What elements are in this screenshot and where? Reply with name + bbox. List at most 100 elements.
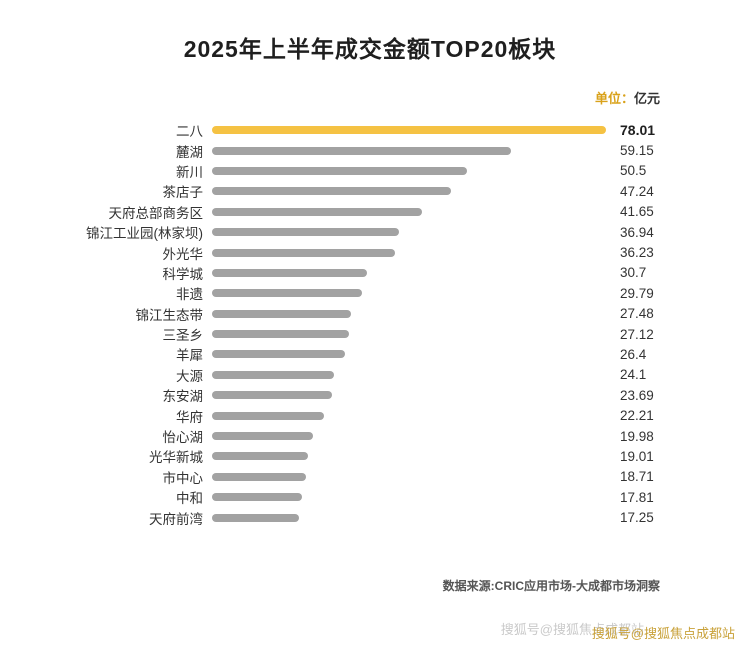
bar (212, 146, 511, 155)
value-label: 22.21 (620, 408, 654, 424)
category-label: 茶店子 (162, 185, 204, 201)
bar (212, 350, 346, 359)
bar-track (212, 268, 606, 277)
bar-row: 三圣乡 27.12 (62, 324, 672, 344)
category-label: 市中心 (162, 470, 204, 486)
bar-row: 羊犀 26.4 (62, 344, 672, 364)
bar-track (212, 187, 606, 196)
bar-row: 天府前湾 17.25 (62, 507, 672, 527)
bar (212, 370, 334, 379)
bar-track (212, 166, 606, 175)
bar (212, 248, 395, 257)
bar-track (212, 370, 606, 379)
bar (212, 207, 423, 216)
value-label: 78.01 (620, 122, 656, 139)
value-label: 17.81 (620, 489, 654, 505)
bar-track (212, 513, 606, 522)
bar (212, 432, 313, 441)
bar (212, 452, 308, 461)
bar-row: 新川 50.5 (62, 161, 672, 181)
category-label: 锦江工业园(林家坝) (86, 226, 203, 242)
bar-track (212, 472, 606, 481)
value-label: 27.12 (620, 326, 654, 342)
category-label: 非遗 (176, 287, 203, 303)
bar (212, 472, 307, 481)
bar (212, 228, 399, 237)
value-label: 59.15 (620, 143, 654, 159)
value-label: 17.25 (620, 510, 654, 526)
category-label: 科学城 (162, 266, 204, 282)
unit-label: 单位：亿元 (595, 88, 660, 107)
bar (212, 289, 363, 298)
value-label: 30.7 (620, 265, 647, 281)
bar-row: 天府总部商务区 41.65 (62, 202, 672, 222)
bar-row: 二八 78.01 (62, 120, 672, 140)
bar-row: 锦江生态带 27.48 (62, 304, 672, 324)
bar-row: 科学城 30.7 (62, 263, 672, 283)
category-label: 怡心湖 (162, 430, 204, 446)
bar-track (212, 493, 606, 502)
category-label: 外光华 (162, 246, 204, 262)
category-label: 光华新城 (149, 450, 203, 466)
unit-label-value: 亿元 (633, 91, 660, 106)
bar-row: 锦江工业园(林家坝) 36.94 (62, 222, 672, 242)
category-label: 天府前湾 (149, 511, 203, 527)
bar-track (212, 309, 606, 318)
bar-row: 市中心 18.71 (62, 467, 672, 487)
value-label: 41.65 (620, 204, 654, 220)
unit-label-prefix: 单位： (594, 91, 634, 106)
watermark-ghost: 搜狐号@搜狐焦点成都站 (500, 622, 644, 637)
bar (212, 166, 468, 175)
bar-track (212, 126, 606, 135)
value-label: 27.48 (620, 306, 654, 322)
category-label: 二八 (176, 124, 203, 140)
bar (212, 268, 368, 277)
bar (212, 391, 332, 400)
bar-track (212, 207, 606, 216)
value-label: 18.71 (620, 469, 654, 485)
value-label: 19.01 (620, 448, 654, 464)
bar-track (212, 411, 606, 420)
value-label: 50.5 (620, 163, 647, 179)
category-label: 三圣乡 (162, 328, 204, 344)
value-label: 29.79 (620, 285, 654, 301)
bar-track (212, 248, 606, 257)
bar-track (212, 350, 606, 359)
bar-row: 中和 17.81 (62, 487, 672, 507)
bar (212, 513, 300, 522)
category-label: 天府总部商务区 (108, 205, 204, 221)
bar-row: 非遗 29.79 (62, 283, 672, 303)
bar-row: 华府 22.21 (62, 405, 672, 425)
data-source: 数据来源:CRIC应用市场-大成都市场洞察 (442, 579, 660, 593)
bar-track (212, 289, 606, 298)
bar-track (212, 432, 606, 441)
value-label: 36.94 (620, 224, 654, 240)
category-label: 羊犀 (176, 348, 203, 364)
bar-row: 茶店子 47.24 (62, 181, 672, 201)
category-label: 麓湖 (176, 144, 203, 160)
bar-row: 光华新城 19.01 (62, 446, 672, 466)
bar-rows: 二八 78.01 麓湖 59.15 新川 50.5 茶店子 47.24 天府总部商务区 41.65… (62, 120, 672, 528)
bar-track (212, 330, 606, 339)
bar-row: 大源 24.1 (62, 365, 672, 385)
bar-track (212, 452, 606, 461)
value-label: 36.23 (620, 245, 654, 261)
bar-row: 东安湖 23.69 (62, 385, 672, 405)
bar (212, 330, 349, 339)
bar (212, 411, 325, 420)
category-label: 锦江生态带 (135, 307, 204, 323)
category-label: 新川 (176, 164, 203, 180)
value-label: 26.4 (620, 346, 647, 362)
category-label: 东安湖 (162, 389, 204, 405)
category-label: 华府 (176, 409, 203, 425)
value-label: 47.24 (620, 183, 654, 199)
value-label: 19.98 (620, 428, 654, 444)
bar-track (212, 391, 606, 400)
bar (212, 493, 302, 502)
value-label: 24.1 (620, 367, 647, 383)
bar-track (212, 228, 606, 237)
bar-row: 麓湖 59.15 (62, 140, 672, 160)
category-label: 大源 (176, 368, 203, 384)
bar-row: 怡心湖 19.98 (62, 426, 672, 446)
bar (212, 126, 606, 135)
